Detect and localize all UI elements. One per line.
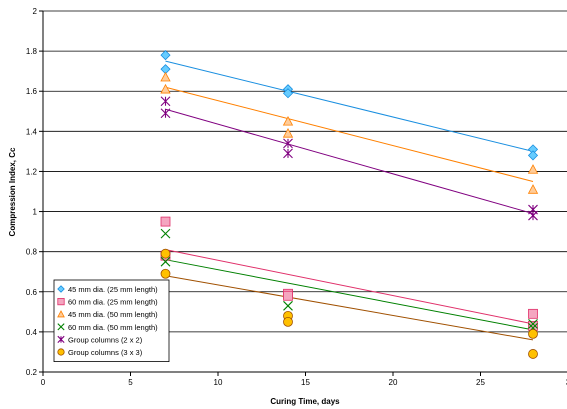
trend-line-series-6 bbox=[165, 275, 534, 341]
legend-label-series-4: 60 mm dia. (50 mm length) bbox=[68, 323, 158, 332]
x-tick-label: 15 bbox=[301, 378, 310, 387]
data-point-series-3 bbox=[282, 115, 294, 126]
trend-lines bbox=[165, 60, 534, 341]
legend-label-series-3: 45 mm dia. (50 mm length) bbox=[68, 310, 158, 319]
legend-marker-series-2 bbox=[57, 297, 65, 306]
y-tick-label: 0.8 bbox=[26, 248, 38, 257]
legend-marker-series-6 bbox=[57, 348, 65, 356]
data-point-series-6 bbox=[528, 349, 538, 359]
legend-marker-series-1 bbox=[57, 285, 65, 293]
data-point-series-3 bbox=[160, 71, 171, 82]
y-tick-label: 1.2 bbox=[26, 167, 38, 176]
data-point-series-4 bbox=[160, 228, 171, 239]
data-point-series-1 bbox=[527, 150, 539, 161]
y-axis-title: Compression Index, Cc bbox=[8, 147, 17, 236]
x-axis-title: Curing Time, days bbox=[270, 397, 340, 406]
legend-marker-series-3 bbox=[57, 310, 65, 318]
data-point-series-6 bbox=[283, 316, 293, 327]
trend-line-series-3 bbox=[165, 86, 534, 182]
y-tick-label: 2 bbox=[33, 7, 38, 16]
data-point-series-3 bbox=[527, 184, 539, 194]
data-point-series-3 bbox=[282, 127, 294, 138]
tick-labels: 0.20.40.60.811.21.41.61.8205101520253 bbox=[26, 7, 567, 387]
data-point-series-1 bbox=[282, 88, 294, 99]
data-point-series-2 bbox=[160, 216, 171, 227]
data-point-series-6 bbox=[160, 248, 171, 259]
data-point-series-5 bbox=[283, 138, 293, 149]
trend-line-series-2 bbox=[165, 249, 534, 325]
data-points bbox=[160, 50, 539, 359]
y-tick-label: 1.8 bbox=[26, 47, 38, 56]
legend-label-series-5: Group columns (2 x 2) bbox=[68, 335, 143, 344]
trend-line-series-4 bbox=[165, 259, 534, 331]
data-point-series-2 bbox=[528, 308, 538, 319]
y-tick-label: 1.4 bbox=[26, 127, 38, 136]
data-point-series-5 bbox=[160, 96, 171, 107]
legend-box bbox=[53, 279, 170, 362]
x-tick-label: 25 bbox=[476, 378, 485, 387]
y-tick-label: 0.4 bbox=[26, 328, 38, 337]
data-point-series-4 bbox=[160, 256, 171, 267]
y-tick-label: 0.2 bbox=[26, 368, 38, 377]
x-tick-label: 3 bbox=[566, 378, 567, 387]
data-point-series-1 bbox=[160, 50, 171, 61]
x-tick-label: 10 bbox=[214, 378, 223, 387]
legend-label-series-2: 60 mm dia. (25 mm length) bbox=[68, 298, 158, 307]
data-point-series-2 bbox=[283, 290, 293, 301]
data-point-series-4 bbox=[528, 318, 538, 329]
legend: 45 mm dia. (25 mm length) 60 mm dia. (25 … bbox=[53, 279, 170, 362]
x-tick-label: 0 bbox=[41, 378, 46, 387]
legend-label-series-6: Group columns (3 x 3) bbox=[68, 348, 143, 357]
y-tick-label: 1.6 bbox=[26, 87, 38, 96]
x-tick-label: 20 bbox=[389, 378, 398, 387]
data-point-series-6 bbox=[528, 328, 538, 339]
legend-label-series-1: 45 mm dia. (25 mm length) bbox=[68, 285, 158, 294]
legend-marker-series-4 bbox=[57, 323, 65, 331]
y-tick-label: 0.6 bbox=[26, 288, 38, 297]
axes bbox=[39, 10, 567, 376]
trend-line-series-5 bbox=[165, 108, 534, 215]
legend-marker-series-5 bbox=[57, 335, 65, 343]
data-point-series-4 bbox=[283, 300, 293, 311]
data-point-series-3 bbox=[160, 83, 171, 94]
data-point-series-5 bbox=[528, 210, 538, 221]
data-point-series-3 bbox=[527, 164, 539, 174]
trend-line-series-1 bbox=[165, 60, 534, 152]
data-point-series-5 bbox=[160, 108, 171, 119]
x-tick-label: 5 bbox=[128, 378, 133, 387]
data-point-series-5 bbox=[283, 148, 293, 159]
data-point-series-6 bbox=[160, 268, 171, 279]
y-tick-label: 1 bbox=[33, 208, 38, 217]
